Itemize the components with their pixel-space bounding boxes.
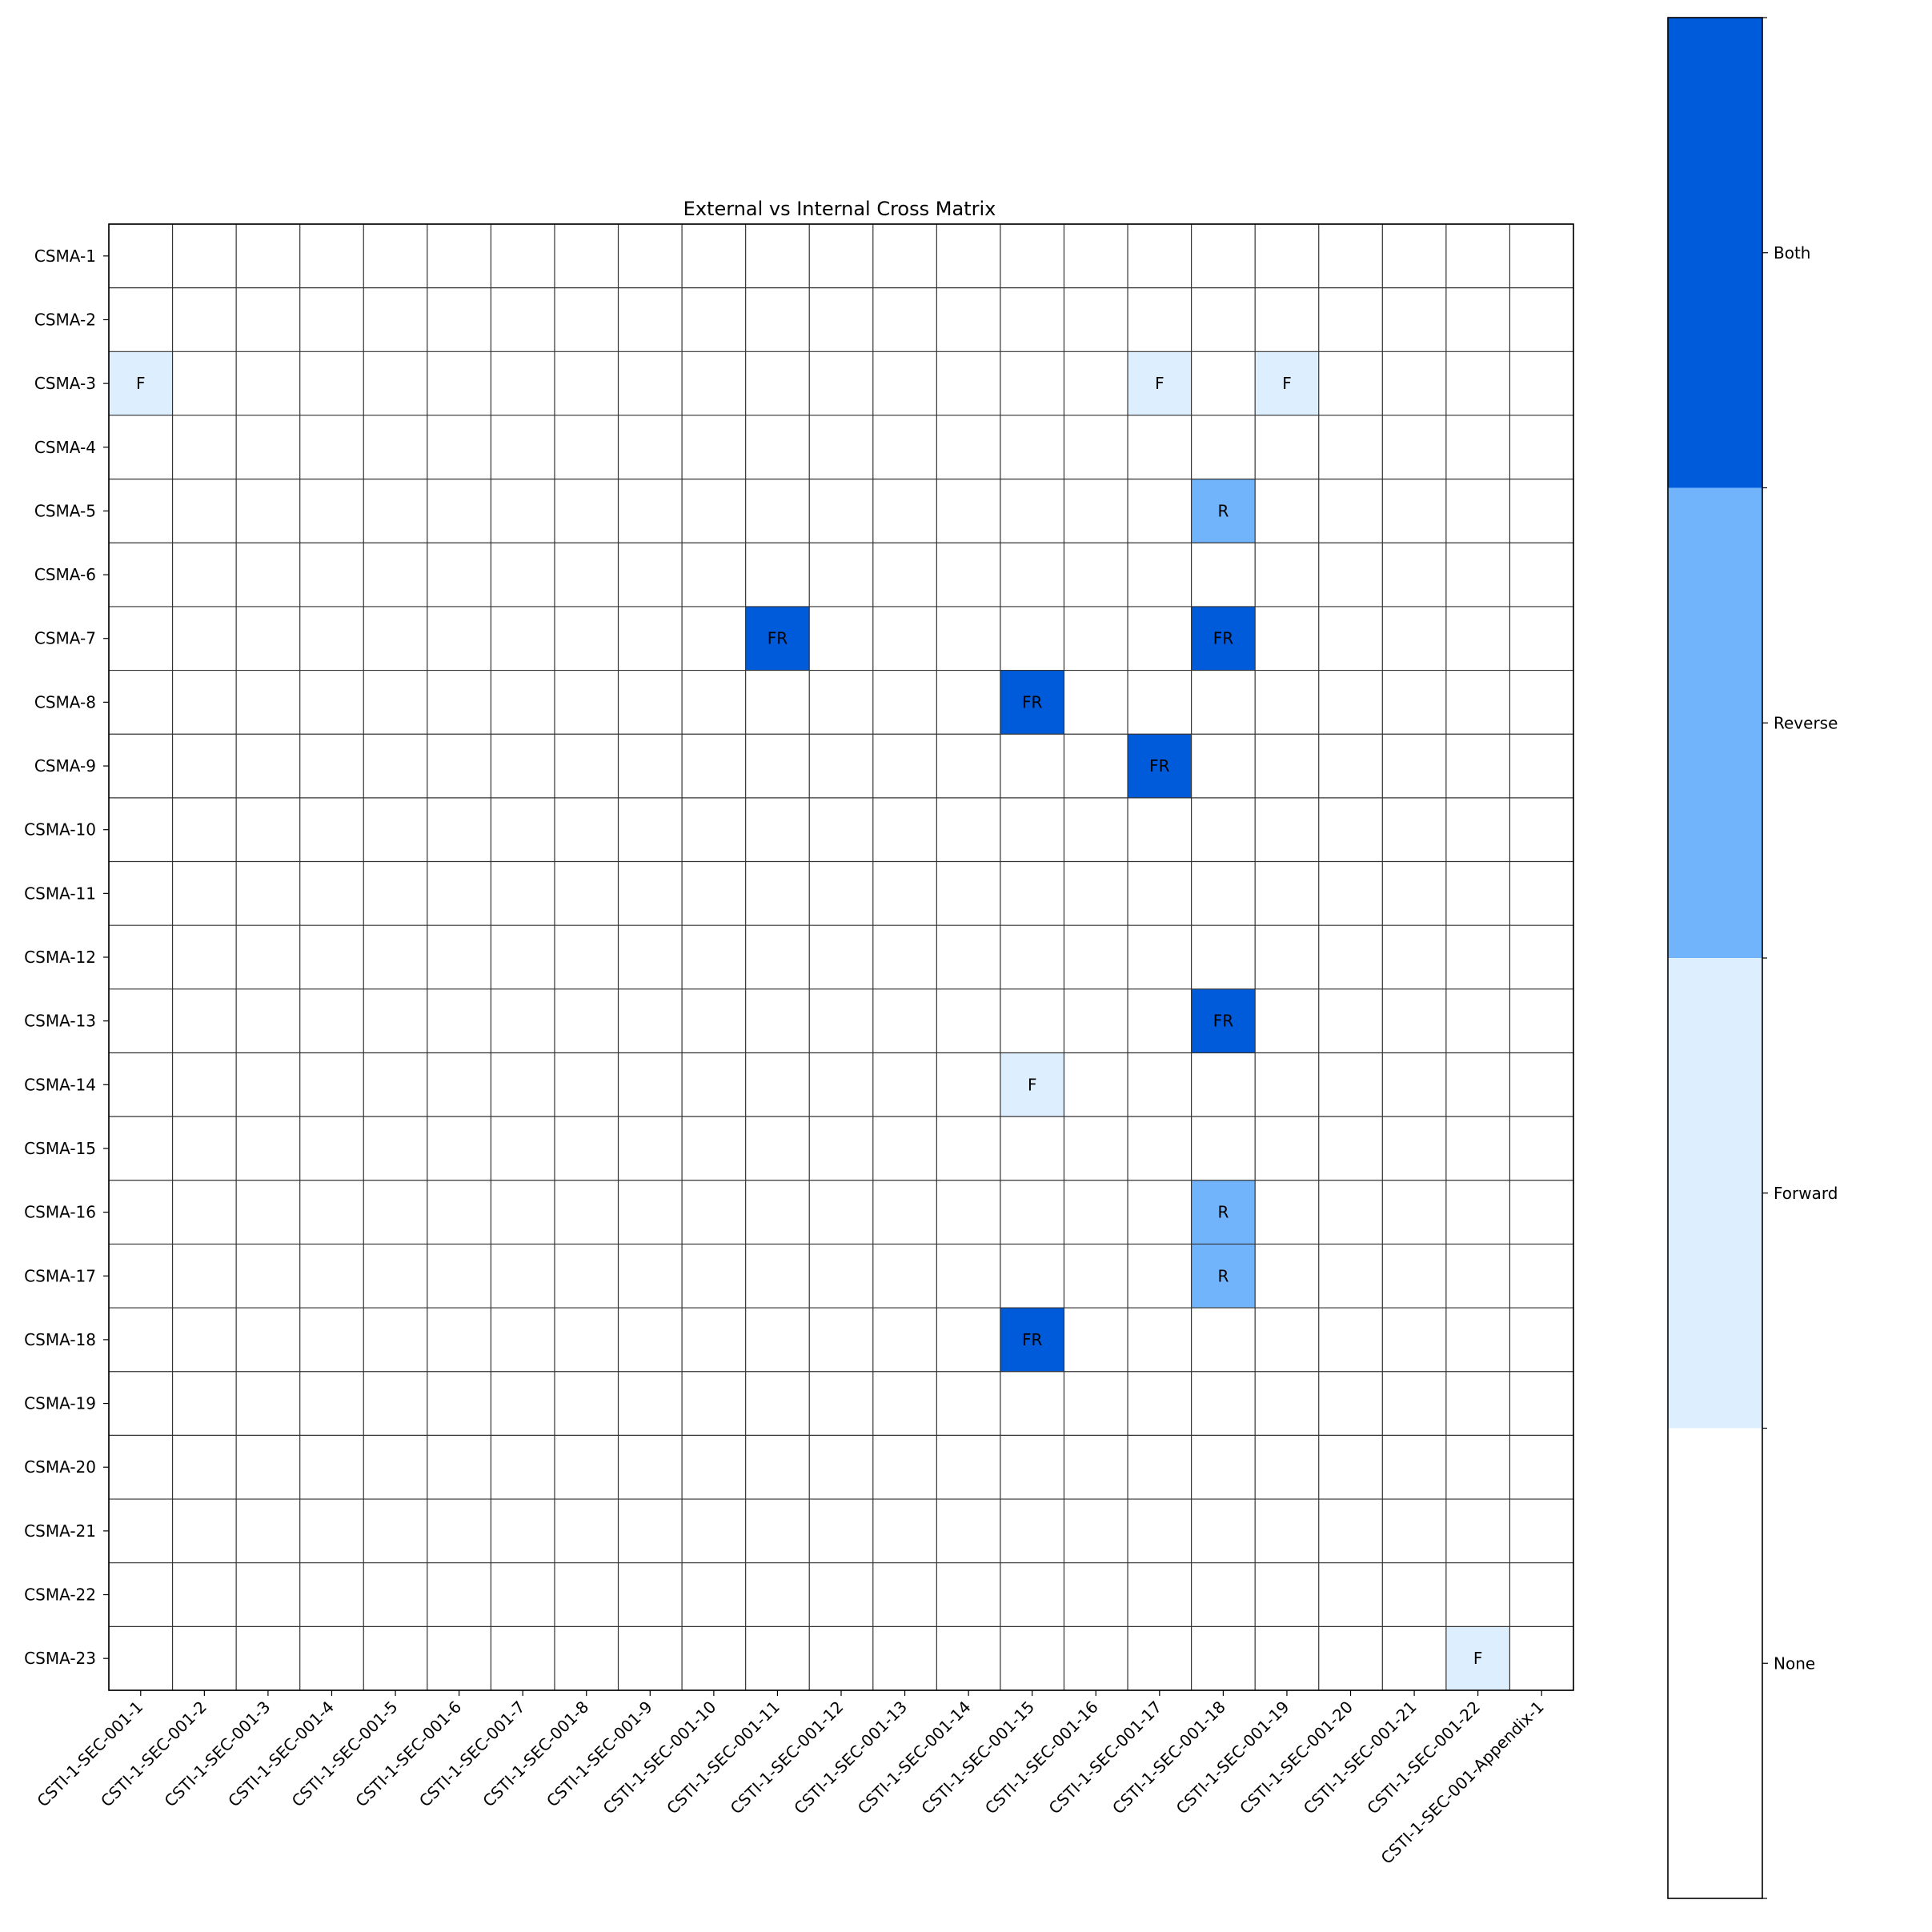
y-tick-label: CSMA-19 bbox=[24, 1394, 96, 1413]
x-tick-label: CSTI-1-SEC-001-19 bbox=[1172, 1698, 1293, 1818]
y-tick-label: CSMA-13 bbox=[24, 1012, 96, 1031]
y-tick-label: CSMA-20 bbox=[24, 1457, 96, 1477]
x-tick-label: CSTI-1-SEC-001-20 bbox=[1236, 1698, 1357, 1818]
cell-label: F bbox=[1155, 374, 1164, 393]
heatmap-cell bbox=[1000, 670, 1064, 735]
heatmap-cell bbox=[109, 351, 173, 415]
x-tick-label: CSTI-1-SEC-001-18 bbox=[1108, 1698, 1229, 1818]
heatmap-cell bbox=[745, 606, 810, 671]
colorbar-label: Reverse bbox=[1774, 713, 1838, 732]
cell-label: F bbox=[136, 374, 146, 393]
colorbar-label: Both bbox=[1774, 243, 1810, 263]
chart-title: External vs Internal Cross Matrix bbox=[683, 198, 996, 220]
cell-label: F bbox=[1282, 374, 1292, 393]
colorbar-segment bbox=[1668, 487, 1762, 958]
x-tick-label: CSTI-1-SEC-001-5 bbox=[288, 1698, 402, 1811]
cell-label: R bbox=[1217, 1266, 1229, 1285]
heatmap-cell bbox=[1128, 351, 1192, 415]
y-tick-label: CSMA-1 bbox=[34, 247, 96, 266]
x-tick-label: CSTI-1-SEC-001-21 bbox=[1300, 1698, 1421, 1818]
cell-label: FR bbox=[1149, 756, 1170, 776]
cell-label: FR bbox=[1213, 1012, 1234, 1031]
x-tick-label: CSTI-1-SEC-001-11 bbox=[663, 1698, 784, 1818]
plot-frame bbox=[108, 223, 1574, 1691]
y-tick-label: CSMA-8 bbox=[34, 692, 96, 711]
cell-label: R bbox=[1217, 501, 1229, 520]
cell-label: F bbox=[1473, 1649, 1483, 1668]
heatmap-cell bbox=[1000, 1052, 1064, 1117]
colorbar-segment bbox=[1668, 958, 1762, 1429]
cell-label: FR bbox=[1022, 692, 1043, 711]
x-tick-label: CSTI-1-SEC-001-7 bbox=[415, 1698, 529, 1811]
y-tick-label: CSMA-18 bbox=[24, 1330, 96, 1349]
heatmap-grid bbox=[108, 223, 1574, 1691]
y-tick-label: CSMA-15 bbox=[24, 1139, 96, 1158]
y-tick-label: CSMA-16 bbox=[24, 1203, 96, 1222]
y-tick-label: CSMA-23 bbox=[24, 1649, 96, 1668]
y-tick-label: CSMA-2 bbox=[34, 310, 96, 329]
colorbar-segment bbox=[1668, 18, 1762, 488]
y-tick-label: CSMA-14 bbox=[24, 1075, 96, 1094]
y-tick-label: CSMA-3 bbox=[34, 374, 96, 393]
heatmap-cell bbox=[1191, 479, 1256, 543]
heatmap-cell bbox=[1255, 351, 1319, 415]
heatmap-cell bbox=[1128, 734, 1192, 798]
y-tick-label: CSMA-21 bbox=[24, 1521, 96, 1541]
y-tick-label: CSMA-9 bbox=[34, 756, 96, 776]
x-tick-label: CSTI-1-SEC-001-13 bbox=[790, 1698, 911, 1818]
heatmap-cell bbox=[1000, 1308, 1064, 1372]
x-tick-label: CSTI-1-SEC-001-22 bbox=[1363, 1698, 1484, 1818]
colorbar-frame bbox=[1667, 17, 1763, 1899]
y-tick-label: CSMA-10 bbox=[24, 820, 96, 840]
x-tick-label: CSTI-1-SEC-001-10 bbox=[599, 1698, 720, 1818]
x-tick-label: CSTI-1-SEC-001-12 bbox=[727, 1698, 848, 1818]
colorbar-label: Forward bbox=[1774, 1184, 1838, 1203]
heatmap-cell bbox=[1191, 606, 1256, 671]
cell-label: FR bbox=[768, 629, 788, 648]
x-tick-label: CSTI-1-SEC-001-3 bbox=[161, 1698, 275, 1811]
cell-label: R bbox=[1217, 1203, 1229, 1222]
heatmap-cell bbox=[1191, 1180, 1256, 1245]
x-tick-label: CSTI-1-SEC-001-17 bbox=[1045, 1698, 1166, 1818]
y-tick-label: CSMA-12 bbox=[24, 948, 96, 967]
x-tick-label: CSTI-1-SEC-001-2 bbox=[97, 1698, 210, 1811]
y-tick-label: CSMA-5 bbox=[34, 501, 96, 520]
x-tick-label: CSTI-1-SEC-001-6 bbox=[351, 1698, 465, 1811]
colorbar-label: None bbox=[1774, 1653, 1815, 1673]
y-tick-label: CSMA-4 bbox=[34, 438, 96, 457]
x-tick-label: CSTI-1-SEC-001-14 bbox=[854, 1698, 975, 1818]
x-tick-label: CSTI-1-SEC-001-4 bbox=[224, 1698, 338, 1811]
y-tick-label: CSMA-11 bbox=[24, 884, 96, 903]
cell-label: FR bbox=[1022, 1330, 1043, 1349]
x-tick-label: CSTI-1-SEC-001-16 bbox=[981, 1698, 1102, 1818]
colorbar: None Forward Reverse Both bbox=[1667, 17, 1838, 1899]
y-axis-ticks: CSMA-1 CSMA-2 CSMA-3 CSMA-4 CSMA-5 CSMA-6 CSMA… bbox=[24, 247, 109, 1668]
y-tick-label: CSMA-6 bbox=[34, 565, 96, 584]
y-tick-label: CSMA-17 bbox=[24, 1266, 96, 1285]
heatmap-cell bbox=[1191, 1244, 1256, 1309]
y-tick-label: CSMA-22 bbox=[24, 1585, 96, 1605]
heatmap-cell bbox=[1445, 1626, 1510, 1690]
x-tick-label: CSTI-1-SEC-001-15 bbox=[917, 1698, 1038, 1818]
colorbar-segment bbox=[1668, 1428, 1762, 1898]
x-tick-label: CSTI-1-SEC-001-8 bbox=[479, 1698, 592, 1811]
heatmap-cells bbox=[109, 351, 1510, 1690]
cell-label: F bbox=[1028, 1075, 1037, 1094]
x-tick-label: CSTI-1-SEC-001-1 bbox=[33, 1698, 146, 1811]
x-tick-label: CSTI-1-SEC-001-9 bbox=[543, 1698, 656, 1811]
cell-label: FR bbox=[1213, 629, 1234, 648]
y-tick-label: CSMA-7 bbox=[34, 629, 96, 648]
x-axis-ticks: CSTI-1-SEC-001-1CSTI-1-SEC-001-2CSTI-1-S… bbox=[33, 1690, 1548, 1868]
heatmap-cell bbox=[1191, 988, 1256, 1053]
